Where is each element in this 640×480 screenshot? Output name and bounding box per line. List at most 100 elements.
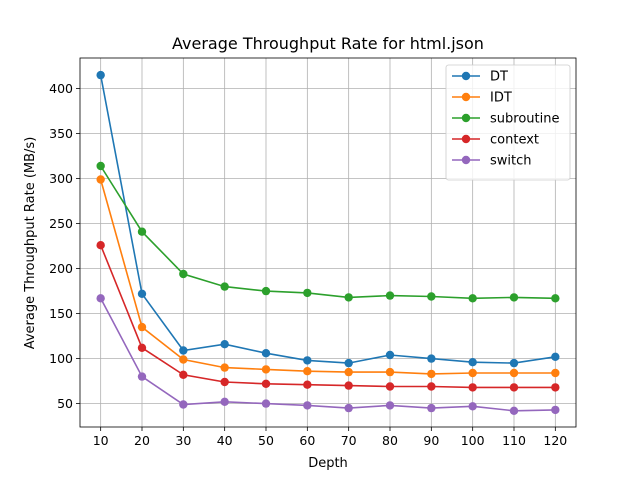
data-point-context [96, 241, 105, 250]
y-tick-label: 400 [49, 81, 73, 96]
data-point-switch [261, 399, 271, 408]
data-point-dt [261, 349, 271, 358]
data-point-switch [509, 406, 519, 415]
y-tick-label: 150 [49, 306, 73, 321]
series-layer [96, 70, 560, 415]
legend-box [445, 64, 571, 181]
data-point-subroutine [385, 291, 395, 300]
data-point-switch [551, 405, 560, 415]
axes: 10 20 30 40 50 60 70 80 90 100 110 120 50 100 150 200 25… [49, 57, 577, 448]
data-point-switch [344, 403, 353, 413]
y-axis-label: Average Throughput Rate (MB/s) [23, 137, 38, 350]
data-point-subroutine [303, 288, 312, 298]
legend-label: IDT [490, 91, 512, 106]
y-tick-label: 300 [49, 171, 73, 186]
data-point-dt [220, 340, 229, 349]
data-point-idt [427, 369, 436, 379]
data-point-context [468, 383, 477, 392]
x-tick-label: 60 [299, 433, 315, 448]
legend-swatch-marker [461, 134, 471, 144]
data-point-subroutine [509, 293, 519, 302]
y-tick-label: 250 [49, 216, 73, 231]
data-point-dt [303, 356, 312, 365]
data-point-dt [509, 358, 519, 368]
data-point-dt [551, 352, 560, 361]
data-point-idt [509, 368, 519, 378]
y-tick-label: 100 [49, 351, 73, 366]
legend-swatch-marker [461, 155, 471, 165]
data-point-context [509, 383, 519, 392]
x-tick-label: 40 [217, 433, 233, 448]
series-line-switch [99, 297, 556, 412]
data-point-idt [96, 175, 105, 184]
x-tick-label: 100 [461, 433, 485, 448]
data-point-switch [220, 397, 229, 406]
legend-label: switch [490, 154, 532, 169]
data-point-context [551, 383, 560, 392]
data-point-switch [303, 401, 312, 410]
data-point-dt [385, 350, 395, 360]
data-point-subroutine [427, 292, 436, 301]
series-line-context [99, 244, 556, 389]
data-point-idt [220, 363, 229, 372]
x-tick-label: 70 [341, 433, 357, 448]
data-point-context [261, 379, 271, 388]
data-point-switch [468, 402, 477, 411]
data-point-idt [551, 368, 560, 378]
data-point-idt [303, 367, 312, 376]
data-point-subroutine [261, 286, 271, 296]
legend-entry-idt: IDT [452, 91, 512, 106]
chart-title: Average Throughput Rate for html.json [172, 34, 484, 53]
data-point-subroutine [96, 161, 105, 171]
x-tick-label: 120 [543, 433, 567, 448]
legend-label: context [490, 133, 539, 148]
plot-frame [79, 57, 577, 428]
data-point-switch [427, 403, 436, 413]
x-tick-label: 20 [134, 433, 150, 448]
data-point-context [220, 377, 229, 387]
data-point-idt [385, 367, 395, 377]
series-line-idt [99, 179, 556, 375]
series-line-dt [99, 74, 556, 364]
data-point-dt [96, 70, 105, 80]
data-point-subroutine [220, 282, 229, 291]
data-point-switch [96, 294, 105, 303]
data-point-dt [344, 358, 353, 368]
data-point-context [179, 370, 188, 379]
data-point-dt [427, 354, 436, 363]
data-point-context [303, 380, 312, 389]
data-point-context [137, 343, 147, 352]
y-tick-label: 50 [57, 396, 73, 411]
y-tick-label: 200 [49, 261, 73, 276]
x-tick-label: 10 [93, 433, 109, 448]
data-point-subroutine [137, 227, 147, 236]
legend-entry-switch: switch [452, 154, 532, 169]
x-tick-label: 80 [382, 433, 398, 448]
data-point-idt [344, 367, 353, 377]
data-point-idt [261, 365, 271, 374]
data-point-dt [468, 358, 477, 367]
data-point-context [427, 382, 436, 391]
series-line-subroutine [99, 165, 556, 300]
x-axis-label: Depth [308, 456, 348, 471]
data-point-subroutine [179, 269, 188, 279]
x-tick-label: 110 [502, 433, 526, 448]
legend: DT IDT subroutine context switch [445, 64, 571, 181]
legend-label: DT [490, 70, 508, 85]
data-point-idt [137, 322, 147, 332]
data-point-switch [385, 401, 395, 410]
x-tick-label: 30 [175, 433, 191, 448]
legend-swatch-marker [461, 71, 471, 81]
data-point-subroutine [344, 293, 353, 302]
legend-entry-subroutine: subroutine [452, 112, 559, 127]
data-point-context [344, 381, 353, 390]
series-dt [96, 70, 560, 368]
legend-swatch-marker [461, 113, 471, 123]
legend-entry-dt: DT [452, 70, 508, 85]
data-point-switch [179, 400, 188, 409]
data-point-subroutine [468, 294, 477, 303]
x-tick-label: 50 [258, 433, 274, 448]
data-point-dt [179, 346, 188, 355]
